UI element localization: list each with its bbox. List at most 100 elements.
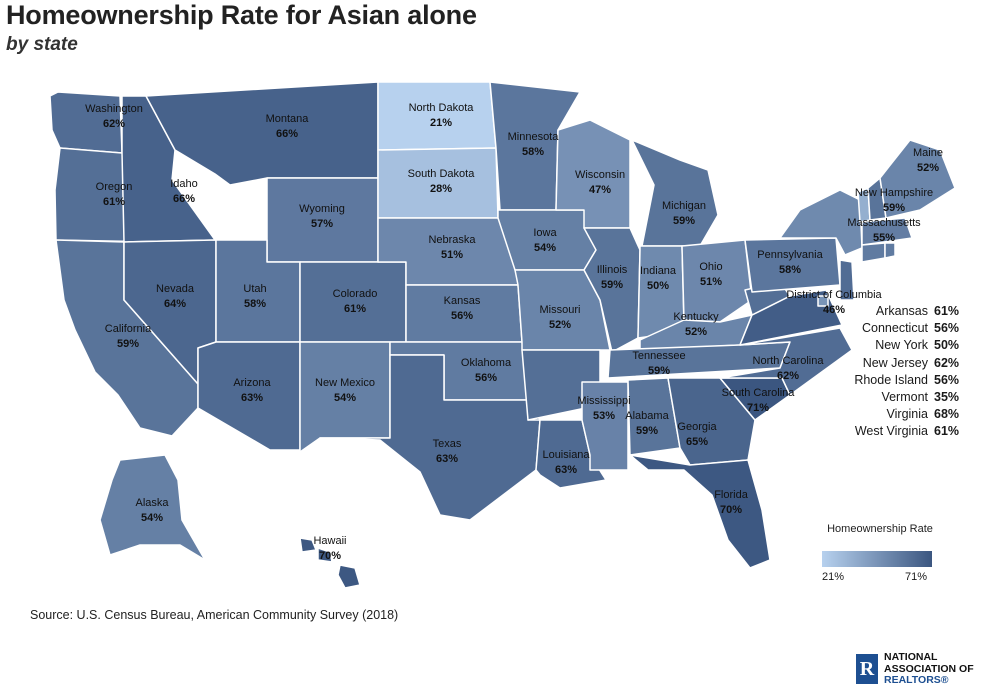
state-name-mi: Michigan xyxy=(662,200,706,212)
state-value-ut: 58% xyxy=(244,298,266,310)
state-value-ca: 59% xyxy=(117,338,139,350)
side-list-state: Rhode Island xyxy=(854,372,928,387)
state-value-ok: 56% xyxy=(475,372,497,384)
side-list-value: 56% xyxy=(934,372,960,387)
state-value-sc: 71% xyxy=(747,402,769,414)
state-value-oh: 51% xyxy=(700,276,722,288)
state-value-wa: 62% xyxy=(103,118,125,130)
state-name-pa: Pennsylvania xyxy=(757,249,823,261)
state-name-oh: Ohio xyxy=(699,261,722,273)
state-name-nv: Nevada xyxy=(156,283,195,295)
state-name-nc: North Carolina xyxy=(753,355,825,367)
state-nd xyxy=(377,81,497,151)
state-name-ak: Alaska xyxy=(135,497,169,509)
state-name-wi: Wisconsin xyxy=(575,169,625,181)
state-name-wy: Wyoming xyxy=(299,203,345,215)
state-name-ca: California xyxy=(105,323,152,335)
state-value-nd: 21% xyxy=(430,117,452,129)
state-ma xyxy=(861,217,913,246)
side-list-state: West Virginia xyxy=(854,424,928,439)
state-name-ia: Iowa xyxy=(533,227,557,239)
state-nc xyxy=(719,327,853,396)
state-name-fl: Florida xyxy=(714,489,749,501)
state-name-tn: Tennessee xyxy=(632,350,685,362)
legend-title: Homeownership Rate xyxy=(827,523,933,535)
state-value-me: 52% xyxy=(917,162,939,174)
state-name-ks: Kansas xyxy=(444,295,481,307)
side-list-row: Arkansas 61% xyxy=(840,303,960,320)
state-value-ia: 54% xyxy=(534,242,556,254)
state-name-ok: Oklahoma xyxy=(461,357,512,369)
side-list-value: 50% xyxy=(934,338,960,353)
state-value-pa: 58% xyxy=(779,264,801,276)
side-list: Arkansas 61% Connecticut 56% New York 50% New … xyxy=(840,303,960,441)
state-name-id: Idaho xyxy=(170,178,198,190)
side-list-state: Virginia xyxy=(886,407,928,422)
state-value-az: 63% xyxy=(241,392,263,404)
state-name-il: Illinois xyxy=(597,264,628,276)
side-list-state: Arkansas xyxy=(875,304,928,318)
side-list-row: Rhode Island 56% xyxy=(840,372,960,389)
state-ak xyxy=(99,454,206,561)
state-name-ne: Nebraska xyxy=(428,234,476,246)
state-name-ma: Massachusetts xyxy=(847,217,921,229)
state-value-al: 59% xyxy=(636,425,658,437)
state-dc xyxy=(817,295,829,307)
state-value-ks: 56% xyxy=(451,310,473,322)
state-value-co: 61% xyxy=(344,303,366,315)
legend-max-label: 71% xyxy=(905,571,928,583)
state-name-nd: North Dakota xyxy=(409,102,475,114)
page-subtitle: by state xyxy=(6,34,78,55)
state-name-az: Arizona xyxy=(233,377,271,389)
state-ri xyxy=(884,242,896,259)
state-value-ak: 54% xyxy=(141,512,163,524)
state-value-tx: 63% xyxy=(436,453,458,465)
state-value-ne: 51% xyxy=(441,249,463,261)
state-value-mn: 58% xyxy=(522,146,544,158)
logo-text: NATIONAL ASSOCIATION OF REALTORS® xyxy=(884,651,974,686)
state-name-hi: Hawaii xyxy=(313,535,346,547)
state-value-wi: 47% xyxy=(589,184,611,196)
state-name-or: Oregon xyxy=(96,181,133,193)
state-value-ga: 65% xyxy=(686,436,708,448)
state-name-nm: New Mexico xyxy=(315,377,375,389)
side-list-row: Connecticut 56% xyxy=(840,320,960,337)
state-value-nc: 62% xyxy=(777,370,799,382)
state-value-fl: 70% xyxy=(720,504,742,516)
state-value-id: 66% xyxy=(173,193,195,205)
page-title: Homeownership Rate for Asian alone xyxy=(6,0,477,30)
side-list-row: Vermont 35% xyxy=(840,389,960,406)
side-list-value: 61% xyxy=(934,424,960,439)
side-list-row: New York 50% xyxy=(840,337,960,354)
state-mi xyxy=(631,139,719,247)
state-value-ms: 53% xyxy=(593,410,615,422)
source-note: Source: U.S. Census Bureau, American Com… xyxy=(30,608,399,622)
state-value-tn: 59% xyxy=(648,365,670,377)
state-value-la: 63% xyxy=(555,464,577,476)
state-az xyxy=(197,341,301,451)
state-name-mn: Minnesota xyxy=(508,131,560,143)
state-fl xyxy=(629,454,771,569)
state-value-dc: 46% xyxy=(823,304,845,316)
side-list-state: New Jersey xyxy=(862,355,928,370)
state-value-nv: 64% xyxy=(164,298,186,310)
state-oh xyxy=(681,239,753,323)
state-value-hi: 70% xyxy=(319,550,341,562)
nar-logo: R NATIONAL ASSOCIATION OF REALTORS® xyxy=(856,651,974,687)
state-value-ky: 52% xyxy=(685,326,707,338)
state-name-la: Louisiana xyxy=(542,449,590,461)
state-value-wy: 57% xyxy=(311,218,333,230)
side-list-value: 68% xyxy=(934,407,960,422)
side-list-value: 35% xyxy=(934,389,960,404)
side-list-value: 62% xyxy=(934,355,960,370)
side-list-value: 61% xyxy=(934,304,960,318)
state-name-wa: Washington xyxy=(85,103,143,115)
state-name-in: Indiana xyxy=(640,265,677,277)
state-name-nh: New Hampshire xyxy=(855,187,933,199)
state-name-ut: Utah xyxy=(243,283,266,295)
state-name-sc: South Carolina xyxy=(722,387,796,399)
side-list-row: Virginia 68% xyxy=(840,406,960,423)
state-name-al: Alabama xyxy=(625,410,669,422)
state-value-mo: 52% xyxy=(549,319,571,331)
